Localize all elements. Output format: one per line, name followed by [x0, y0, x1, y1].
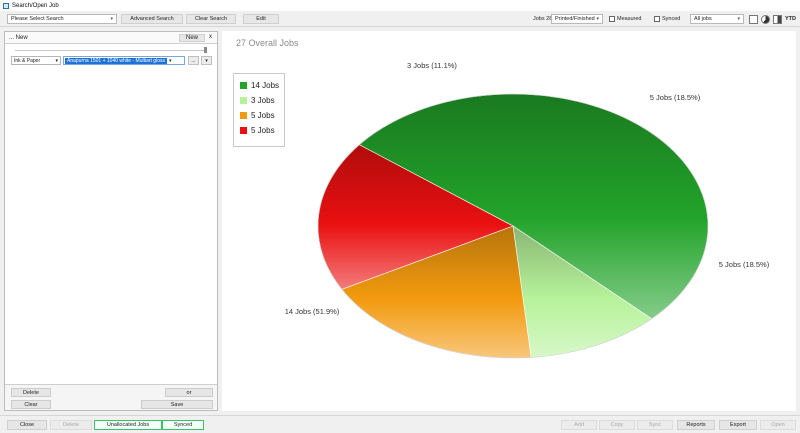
criteria-value-select[interactable]: Anapurna 1501 + 1040 white - Multiart gl… [63, 56, 185, 65]
pie-chart: 14 Jobs (51.9%) 3 Jobs (11.1%) 5 Jobs (18.… [285, 61, 770, 359]
legend-swatch [240, 82, 247, 89]
add-button[interactable]: Add [561, 420, 597, 430]
pie-chart-icon[interactable] [761, 15, 770, 24]
pie-slice-label: 14 Jobs (51.9%) [285, 307, 340, 316]
criteria-field-select[interactable]: Ink & Paper ▾ [11, 56, 61, 65]
checkbox-icon [609, 16, 615, 22]
reports-button[interactable]: Reports [677, 420, 715, 430]
delete-job-button[interactable]: Delete [50, 420, 92, 430]
criteria-menu-button[interactable]: ▾ [201, 56, 212, 65]
unallocated-jobs-button[interactable]: Unallocated Jobs [94, 420, 162, 430]
clear-search-button[interactable]: Clear Search [186, 14, 236, 24]
pie-slice-label: 3 Jobs (11.1%) [407, 61, 457, 70]
chevron-down-icon: ▾ [596, 16, 599, 22]
panel-header: ... New New x [5, 32, 217, 44]
app-icon [3, 2, 9, 9]
open-button[interactable]: Open [760, 420, 796, 430]
search-select[interactable]: Please Select Search ▾ [7, 14, 117, 24]
new-criteria-button[interactable]: New [179, 34, 205, 42]
jobs-count: Jobs 28 [533, 16, 553, 22]
criteria-field-value: Ink & Paper [14, 57, 41, 64]
synced-checkbox[interactable]: Synced [654, 14, 684, 24]
legend-item: 5 Jobs [240, 126, 275, 135]
legend-label: 3 Jobs [251, 96, 275, 105]
delete-criteria-button[interactable]: Delete [11, 388, 51, 397]
status-select-value: Printed/Finished [555, 16, 595, 22]
range-select[interactable]: All jobs ▾ [690, 14, 744, 24]
panel-header-title: ... New [9, 35, 28, 41]
legend-label: 5 Jobs [251, 126, 275, 135]
search-select-value: Please Select Search [11, 16, 64, 22]
legend-item: 3 Jobs [240, 96, 275, 105]
pie-slice-label: 5 Jobs (18.5%) [719, 260, 770, 269]
advanced-search-button[interactable]: Advanced Search [121, 14, 183, 24]
bar-chart-icon[interactable] [773, 15, 782, 24]
chart-panel: 27 Overall Jobs 14 Jobs (51.9%) 3 Jobs (1… [222, 31, 796, 411]
synced-jobs-button[interactable]: Synced [162, 420, 204, 430]
legend-label: 14 Jobs [251, 81, 280, 90]
legend-swatch [240, 127, 247, 134]
top-toolbar: Please Select Search ▾ Advanced Search C… [0, 11, 800, 27]
chevron-down-icon: ▾ [737, 16, 740, 22]
chevron-down-icon: ▾ [168, 57, 172, 64]
legend-swatch [240, 112, 247, 119]
panel-footer: Delete or Clear Save [5, 384, 217, 410]
range-select-value: All jobs [694, 16, 712, 22]
legend-item: 5 Jobs [240, 111, 275, 120]
window-title: Search/Open Job [12, 2, 59, 9]
pie-outline [317, 93, 709, 359]
window-titlebar: Search/Open Job [0, 0, 800, 11]
sync-button[interactable]: Sync [637, 420, 673, 430]
status-select[interactable]: Printed/Finished ▾ [551, 14, 603, 24]
legend-label: 5 Jobs [251, 111, 275, 120]
bottom-toolbar: Close Delete Unallocated Jobs Synced Add… [0, 415, 800, 433]
criteria-slider-track [15, 50, 205, 51]
chart-legend: 14 Jobs 3 Jobs 5 Jobs 5 Jobs [233, 73, 285, 147]
measured-checkbox[interactable]: Measured [609, 14, 647, 24]
legend-swatch [240, 97, 247, 104]
checkbox-icon [654, 16, 660, 22]
pie-slice-label: 5 Jobs (18.5%) [650, 93, 701, 102]
search-criteria-panel: ... New New x Ink & Paper ▾ Anapurna 150… [4, 31, 218, 411]
criteria-value-text: Anapurna 1501 + 1040 white - Multiart gl… [65, 57, 167, 64]
export-button[interactable]: Export [719, 420, 757, 430]
criteria-options-button[interactable]: ... [188, 56, 199, 65]
table-view-icon[interactable] [749, 15, 758, 24]
measured-label: Measured [617, 16, 642, 22]
close-button[interactable]: Close [7, 420, 47, 430]
save-criteria-button[interactable]: Save [141, 400, 213, 409]
synced-label: Synced [662, 16, 681, 22]
ytd-button[interactable]: YTD [785, 16, 796, 22]
chevron-down-icon: ▾ [55, 57, 58, 64]
legend-item: 14 Jobs [240, 81, 279, 90]
chart-title: 27 Overall Jobs [236, 38, 299, 48]
close-icon[interactable]: x [209, 34, 212, 40]
chevron-down-icon: ▾ [110, 16, 113, 22]
clear-criteria-button[interactable]: Clear [11, 400, 51, 409]
or-button[interactable]: or [165, 388, 213, 397]
copy-button[interactable]: Copy [599, 420, 635, 430]
criteria-slider-handle[interactable] [204, 47, 207, 53]
edit-button[interactable]: Edit [243, 14, 279, 24]
